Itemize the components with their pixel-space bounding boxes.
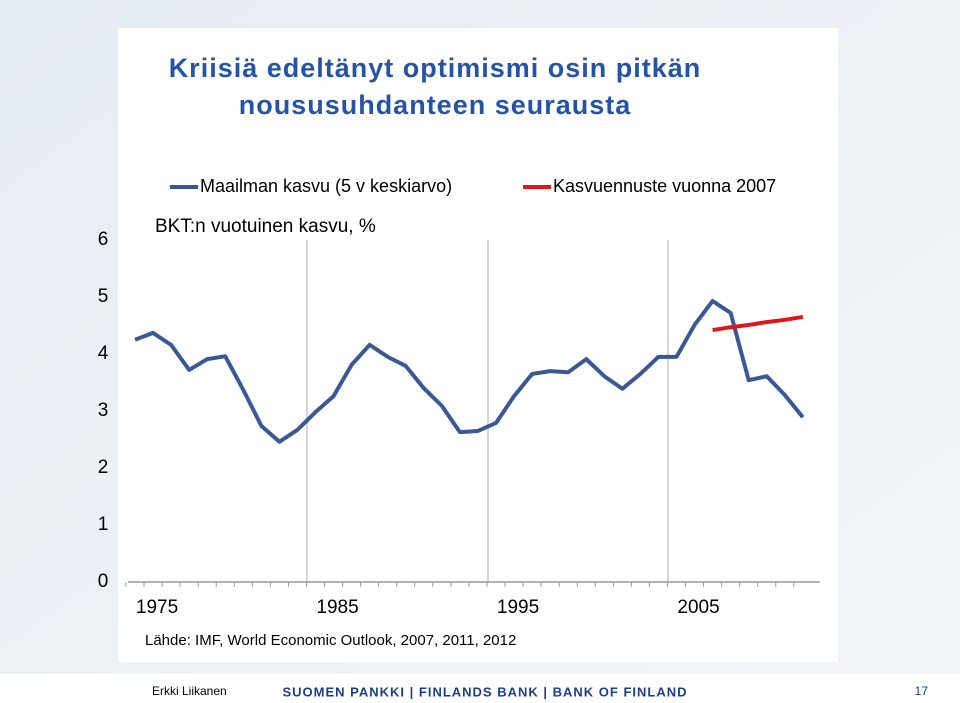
x-tick-label: 1985 xyxy=(316,597,358,618)
y-tick-label: 0 xyxy=(98,571,109,592)
y-tick-label: 3 xyxy=(98,400,109,421)
source: Lähde: IMF, World Economic Outlook, 2007… xyxy=(145,632,516,649)
x-tick-label: 2005 xyxy=(677,597,719,618)
series-line xyxy=(134,298,805,444)
footer-bar xyxy=(0,674,960,703)
y-tick-label: 1 xyxy=(98,514,109,535)
y-axis-label: BKT:n vuotuinen kasvu, % xyxy=(155,216,376,237)
panel xyxy=(118,28,838,662)
x-tick-label: 1995 xyxy=(497,597,539,618)
legend-label: Maailman kasvu (5 v keskiarvo) xyxy=(200,176,452,196)
vertical-grid xyxy=(306,240,669,582)
series-line xyxy=(712,314,804,333)
y-tick-label: 6 xyxy=(98,229,109,250)
x-tick-label: 1975 xyxy=(136,597,178,618)
footer-org: SUOMEN PANKKI | FINLANDS BANK | BANK OF … xyxy=(282,684,687,699)
y-tick-label: 5 xyxy=(98,286,109,307)
footer-author: Erkki Liikanen xyxy=(152,684,227,698)
title: Kriisiä edeltänyt optimismi osin pitkän xyxy=(169,53,702,83)
legend-label: Kasvuennuste vuonna 2007 xyxy=(553,176,776,196)
y-tick-label: 4 xyxy=(98,343,109,364)
page-number: 17 xyxy=(915,684,929,698)
y-tick-label: 2 xyxy=(98,457,109,478)
title: noususuhdanteen seurausta xyxy=(239,90,632,120)
